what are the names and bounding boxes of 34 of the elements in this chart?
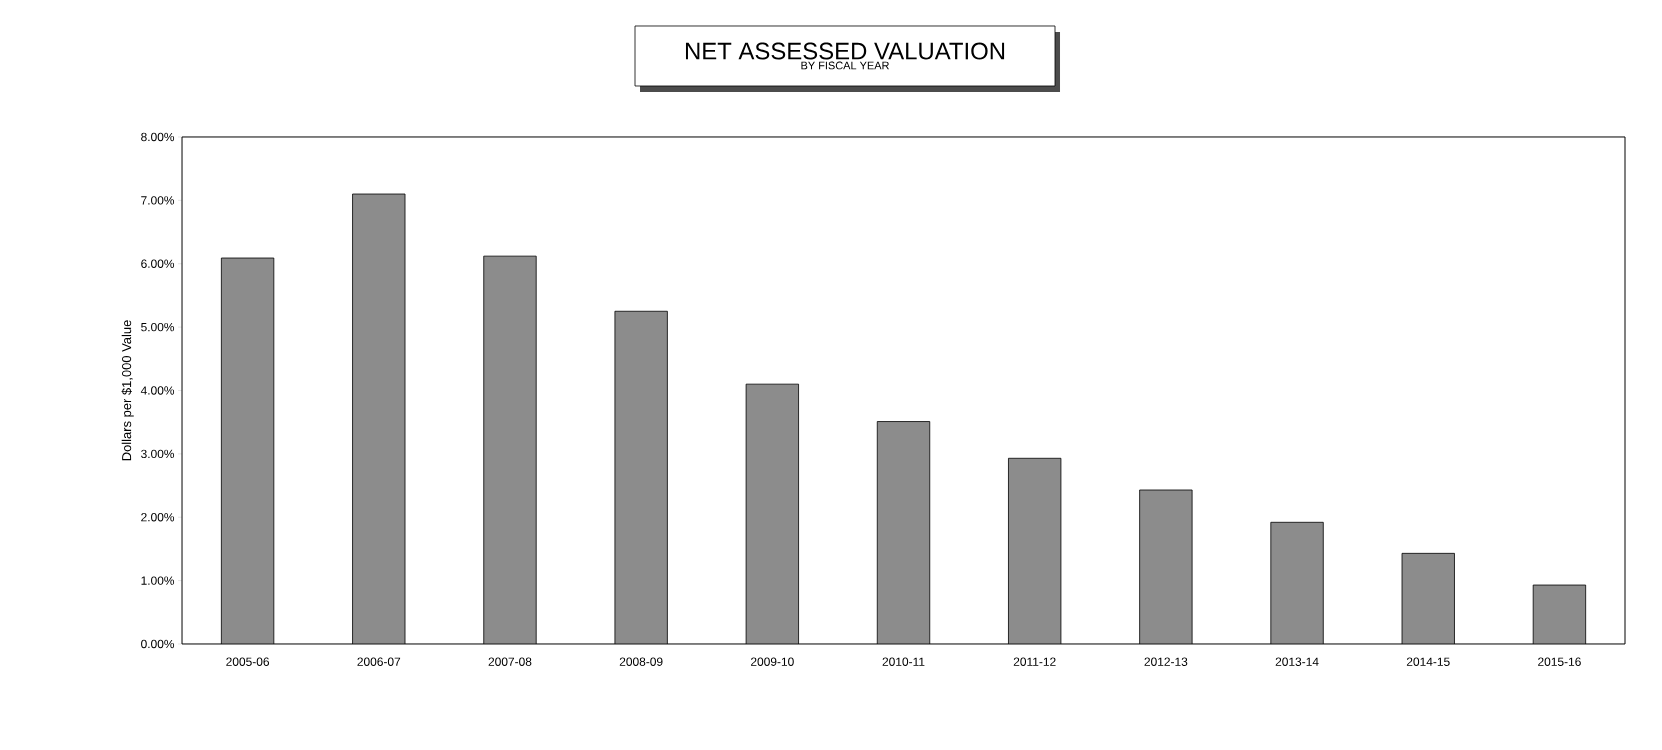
x-tick-label: 2009-10 [750, 657, 794, 666]
y-tick-label: 0.00% [141, 639, 175, 649]
y-tick-label: 8.00% [141, 132, 175, 142]
bar [220, 257, 275, 644]
x-tick-label: 2011-12 [1013, 657, 1056, 666]
x-tick-label: 2014-15 [1406, 657, 1450, 666]
bar [876, 421, 931, 644]
chart-subtitle: BY FISCAL YEAR [801, 61, 889, 70]
x-tick-label: 2008-09 [619, 657, 663, 666]
y-tick-label: 3.00% [141, 449, 175, 459]
bar [1008, 457, 1062, 644]
y-tick-label: 1.00% [141, 576, 175, 585]
x-tick-label: 2012-13 [1144, 657, 1188, 666]
bar [1139, 489, 1193, 644]
x-tick-label: 2015-16 [1538, 657, 1581, 666]
bar [352, 193, 406, 644]
x-tick-label: 2010-11 [882, 657, 925, 666]
y-tick-label: 5.00% [141, 322, 175, 332]
bar [483, 255, 537, 644]
bar [745, 383, 799, 644]
bar [614, 310, 668, 644]
x-tick-label: 2006-07 [357, 657, 401, 666]
x-tick-label: 2005-06 [226, 657, 270, 666]
y-tick-label: 2.00% [141, 513, 175, 522]
x-tick-label: 2013-14 [1275, 657, 1319, 666]
y-axis-title: Dollars per $1,000 Value [121, 320, 134, 461]
x-tick-label: 2007-08 [488, 657, 532, 666]
bar [1270, 521, 1324, 644]
y-tick-label: 7.00% [141, 196, 175, 205]
chart-title: NET ASSESSED VALUATION [685, 42, 1005, 60]
bar [1401, 552, 1455, 644]
y-tick-label: 6.00% [141, 259, 175, 268]
y-tick-label: 4.00% [140, 386, 175, 395]
bar [1532, 584, 1587, 644]
